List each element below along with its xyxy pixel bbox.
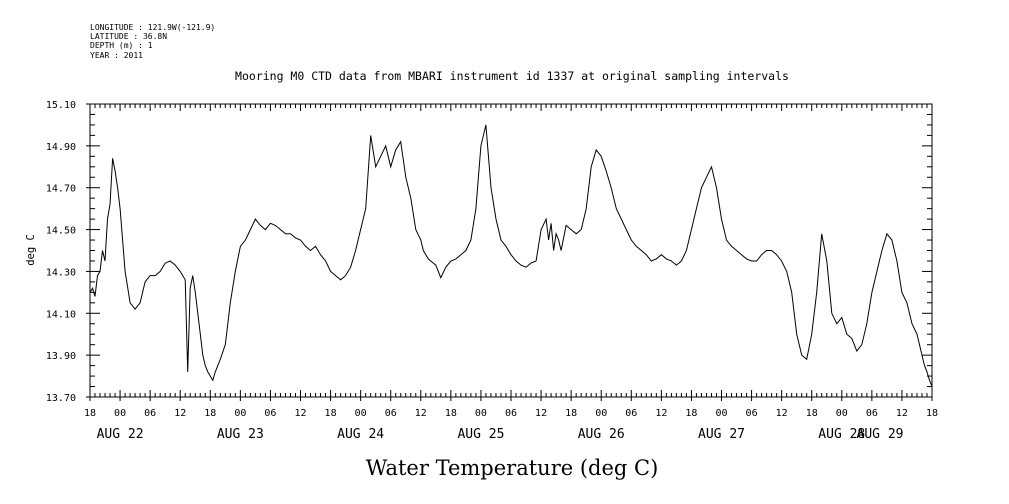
x-tick-label: 00 (355, 408, 367, 419)
y-tick-label: 13.70 (46, 393, 76, 404)
x-tick-label: 18 (445, 408, 457, 419)
longitude-text: LONGITUDE : 121.9W(-121.9) (90, 23, 216, 32)
x-tick-label: 12 (655, 408, 667, 419)
x-day-label: AUG 26 (578, 427, 625, 442)
metadata-block: LONGITUDE : 121.9W(-121.9) LATITUDE : 36… (90, 23, 215, 60)
x-tick-label: 12 (535, 408, 547, 419)
x-day-label: AUG 25 (457, 427, 504, 442)
x-day-label: AUG 29 (857, 427, 904, 442)
x-tick-label: 18 (204, 408, 216, 419)
x-tick-label: 06 (625, 408, 637, 419)
x-day-label: AUG 28 (818, 427, 865, 442)
x-day-label: AUG 22 (97, 427, 144, 442)
y-tick-label: 15.10 (46, 100, 76, 111)
chart-title: Mooring M0 CTD data from MBARI instrumen… (235, 69, 789, 83)
x-tick-label: 18 (926, 408, 938, 419)
depth-text: DEPTH (m) : 1 (90, 41, 153, 51)
x-day-label: AUG 23 (217, 427, 264, 442)
x-axis-label: Water Temperature (deg C) (366, 456, 659, 480)
year-text: YEAR : 2011 (90, 50, 143, 60)
x-tick-label: 00 (836, 408, 848, 419)
x-tick-label: 00 (475, 408, 487, 419)
y-tick-label: 14.30 (46, 267, 76, 278)
x-tick-label: 06 (385, 408, 397, 419)
x-tick-label: 06 (505, 408, 517, 419)
y-tick-label: 13.90 (46, 351, 76, 362)
x-day-label: AUG 27 (698, 427, 745, 442)
x-tick-label: 12 (174, 408, 186, 419)
series-line (89, 124, 933, 387)
x-tick-label: 00 (715, 408, 727, 419)
x-tick-label: 00 (595, 408, 607, 419)
x-tick-label: 06 (866, 408, 878, 419)
x-tick-label: 18 (325, 408, 337, 419)
y-tick-label: 14.50 (46, 226, 76, 237)
x-tick-label: 06 (144, 408, 156, 419)
x-tick-label: 12 (776, 408, 788, 419)
x-tick-label: 06 (746, 408, 758, 419)
x-tick-label: 12 (415, 408, 427, 419)
x-tick-label: 18 (806, 408, 818, 419)
x-day-label: AUG 24 (337, 427, 384, 442)
x-tick-label: 18 (685, 408, 697, 419)
x-tick-label: 12 (896, 408, 908, 419)
plot-frame (89, 103, 933, 398)
y-axis-label: deg C (25, 234, 37, 266)
x-tick-label: 18 (84, 408, 96, 419)
x-tick-label: 00 (114, 408, 126, 419)
x-tick-label: 06 (264, 408, 276, 419)
x-tick-label: 00 (234, 408, 246, 419)
x-tick-label: 18 (565, 408, 577, 419)
y-tick-label: 14.90 (46, 142, 76, 153)
y-tick-label: 14.10 (46, 309, 76, 320)
axes-layer: 18 00 06 12 18 00 06 12 18 00 06 12 18 00 06 12 18 00 06 12… (46, 100, 938, 442)
latitude-text: LATITUDE : 36.8N (90, 32, 168, 42)
y-tick-label: 14.70 (46, 184, 76, 195)
x-tick-label: 12 (294, 408, 306, 419)
